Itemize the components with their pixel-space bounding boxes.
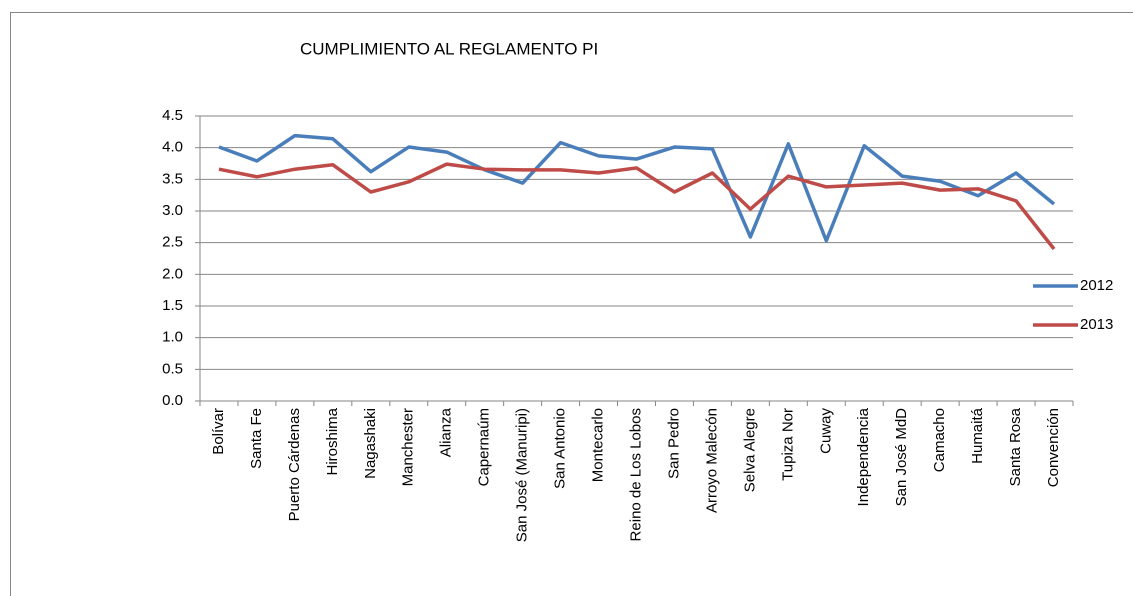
x-tick-label: San José (Manuripi) (514, 408, 531, 542)
y-tick-label: 1.0 (162, 329, 183, 346)
y-tick-label: 2.0 (162, 265, 183, 282)
x-tick-label: Nagashaki (362, 408, 379, 479)
legend-label: 2012 (1080, 277, 1113, 294)
x-tick-label: Santa Fe (248, 408, 265, 469)
x-tick-label: Bolívar (210, 408, 227, 455)
y-tick-label: 2.5 (162, 234, 183, 251)
y-tick-label: 3.0 (162, 202, 183, 219)
x-tick-label: San José MdD (893, 408, 910, 507)
x-tick-label: Manchester (400, 408, 417, 486)
series-line (218, 133, 1056, 243)
x-tick-label: Independencia (855, 407, 872, 506)
y-tick-label: 4.0 (162, 139, 183, 156)
chart-title: CUMPLIMIENTO AL REGLAMENTO PI (300, 39, 598, 58)
y-tick-label: 0.5 (162, 360, 183, 377)
x-tick-label: Montecarlo (590, 408, 607, 482)
x-tick-label: Camacho (931, 408, 948, 472)
chart-frame (10, 12, 1133, 596)
y-tick-label: 4.5 (162, 107, 183, 124)
x-tick-label: San Antonio (552, 408, 569, 489)
x-tick-label: Reino de Los Lobos (627, 408, 644, 541)
x-tick-label: Hiroshima (324, 407, 341, 475)
series-line (218, 162, 1056, 251)
x-tick-label: Santa Rosa (1007, 407, 1024, 486)
x-tick-label: Tupiza Nor (779, 408, 796, 481)
x-tick-label: San Pedro (665, 408, 682, 479)
y-tick-label: 0.0 (162, 392, 183, 409)
y-tick-label: 3.5 (162, 170, 183, 187)
x-tick-label: Puerto Cárdenas (286, 408, 303, 521)
x-tick-label: Cuway (817, 408, 834, 454)
x-tick-label: Selva Alegre (741, 408, 758, 492)
x-tick-label: Capernaúm (476, 408, 493, 486)
x-tick-label: Arroyo Malecón (703, 408, 720, 513)
x-tick-label: Humaitá (969, 407, 986, 464)
x-tick-label: Convención (1045, 408, 1062, 487)
legend-label: 2013 (1080, 316, 1113, 333)
y-tick-label: 1.5 (162, 297, 183, 314)
x-tick-label: Alianza (438, 407, 455, 457)
